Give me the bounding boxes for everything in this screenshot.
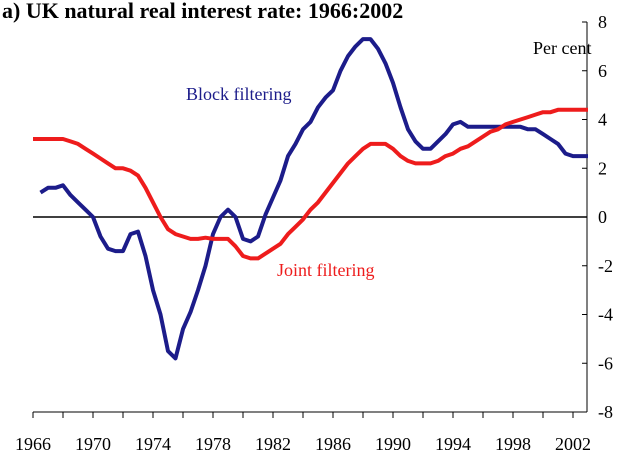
series-line (33, 107, 588, 261)
y-tick-label: -6 (598, 353, 613, 373)
y-tick-label: -2 (598, 256, 613, 276)
x-tick-label: 1966 (15, 434, 51, 454)
y-tick-label: -4 (598, 305, 613, 325)
x-tick-label: 1998 (495, 434, 531, 454)
y-tick-label: -8 (598, 402, 613, 422)
chart-title: a) UK natural real interest rate: 1966:2… (2, 0, 403, 23)
x-tick-label: 1974 (135, 434, 171, 454)
x-tick-label: 1978 (195, 434, 231, 454)
x-tick-label: 2002 (555, 434, 591, 454)
series-line (39, 37, 588, 361)
y-tick-label: 0 (598, 207, 607, 227)
x-tick-label: 1990 (375, 434, 411, 454)
x-tick-label: 1986 (315, 434, 351, 454)
x-tick-label: 1970 (75, 434, 111, 454)
unit-label: Per cent (533, 38, 591, 58)
x-tick-label: 1982 (255, 434, 291, 454)
y-tick-label: 8 (598, 12, 607, 32)
y-tick-label: 4 (598, 110, 607, 130)
y-tick-label: 2 (598, 158, 607, 178)
series-label: Block filtering (186, 84, 291, 104)
series-label: Joint filtering (277, 260, 375, 280)
x-tick-label: 1994 (435, 434, 471, 454)
y-tick-label: 6 (598, 61, 607, 81)
